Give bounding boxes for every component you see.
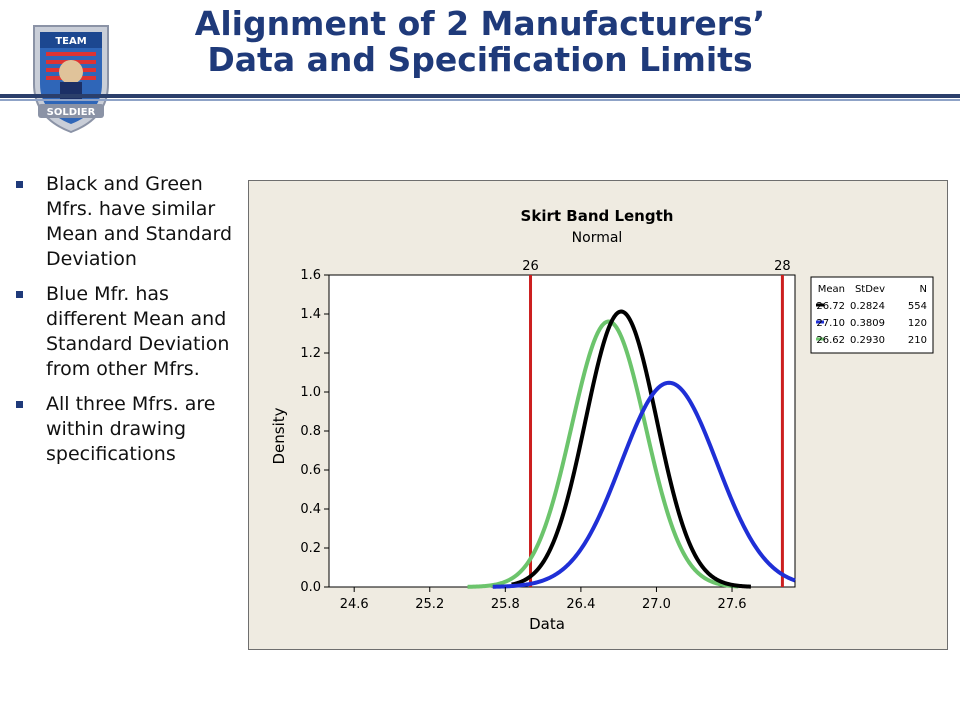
bullet-text: All three Mfrs. are within drawing speci… <box>46 393 216 465</box>
y-tick-label: 0.2 <box>300 541 321 556</box>
plot-area <box>328 274 796 588</box>
density-curve <box>466 319 740 589</box>
spec-limit-label: 26 <box>522 259 539 274</box>
header-divider-accent <box>0 99 960 101</box>
legend-cell: 26.62 <box>816 335 845 346</box>
density-chart: Skirt Band Length Normal Data Density 26… <box>270 207 934 633</box>
chart-panel: Skirt Band Length Normal Data Density 26… <box>248 180 948 650</box>
x-tick-label: 24.6 <box>340 597 369 612</box>
spec-limit-lines: 26 28 <box>522 259 791 587</box>
bullet-item: Black and Green Mfrs. have similar Mean … <box>14 172 250 272</box>
bullet-text: Blue Mfr. has different Mean and Standar… <box>46 283 230 380</box>
slide-title: Alignment of 2 Manufacturers’ Data and S… <box>120 6 840 78</box>
x-axis-label: Data <box>529 615 565 633</box>
density-curve <box>491 380 796 589</box>
y-tick-label: 0.4 <box>300 502 321 517</box>
x-tick-label: 27.6 <box>718 597 747 612</box>
legend-header: N <box>920 284 927 295</box>
bullet-list: Black and Green Mfrs. have similar Mean … <box>14 172 250 477</box>
density-curves <box>466 309 796 589</box>
legend-cell: 554 <box>908 301 927 312</box>
bullet-item: Blue Mfr. has different Mean and Standar… <box>14 282 250 382</box>
logo-text-bottom: SOLDIER <box>47 107 96 118</box>
legend-cell: 210 <box>908 335 927 346</box>
slide-title-line-2: Data and Specification Limits <box>207 40 753 79</box>
legend-cell: 0.3809 <box>850 318 885 329</box>
x-tick-label: 25.8 <box>491 597 520 612</box>
legend-cell: 0.2824 <box>850 301 885 312</box>
y-tick-label: 1.0 <box>300 385 321 400</box>
legend-cell: 120 <box>908 318 927 329</box>
team-soldier-logo: TEAM SOLDIER <box>33 25 109 134</box>
y-axis: 0.0 0.2 0.4 0.6 0.8 1.0 1.2 1.4 1.6 <box>300 268 329 595</box>
legend-cell: 27.10 <box>816 318 845 329</box>
chart-title: Skirt Band Length <box>521 207 674 225</box>
header-divider <box>0 94 960 98</box>
bullet-text: Black and Green Mfrs. have similar Mean … <box>46 173 233 270</box>
spec-limit-label: 28 <box>774 259 791 274</box>
chart-subtitle: Normal <box>572 230 623 246</box>
square-bullet-icon <box>16 291 23 298</box>
x-axis: 24.6 25.2 25.8 26.4 27.0 27.6 <box>340 587 747 612</box>
legend-box <box>810 276 934 354</box>
y-tick-label: 1.4 <box>300 307 321 322</box>
y-tick-label: 0.0 <box>300 580 321 595</box>
density-curve <box>510 309 752 589</box>
x-tick-label: 25.2 <box>415 597 444 612</box>
bullet-item: All three Mfrs. are within drawing speci… <box>14 392 250 467</box>
square-bullet-icon <box>16 401 23 408</box>
logo-text-top: TEAM <box>55 36 86 47</box>
square-bullet-icon <box>16 181 23 188</box>
legend-header: StDev <box>855 284 885 295</box>
x-tick-label: 27.0 <box>642 597 671 612</box>
y-axis-label: Density <box>270 407 288 464</box>
y-tick-label: 0.8 <box>300 424 321 439</box>
y-tick-label: 0.6 <box>300 463 321 478</box>
y-tick-label: 1.6 <box>300 268 321 283</box>
legend-cell: 0.2930 <box>850 335 885 346</box>
legend-table: Mean StDev N 26.72 0.2824 554 27.10 0.3809 120 26… <box>810 276 934 354</box>
x-tick-label: 26.4 <box>566 597 595 612</box>
slide-title-line-1: Alignment of 2 Manufacturers’ <box>194 4 766 43</box>
banner-ribbon <box>38 104 104 118</box>
legend-header: Mean <box>818 284 845 295</box>
y-tick-label: 1.2 <box>300 346 321 361</box>
legend-cell: 26.72 <box>816 301 845 312</box>
